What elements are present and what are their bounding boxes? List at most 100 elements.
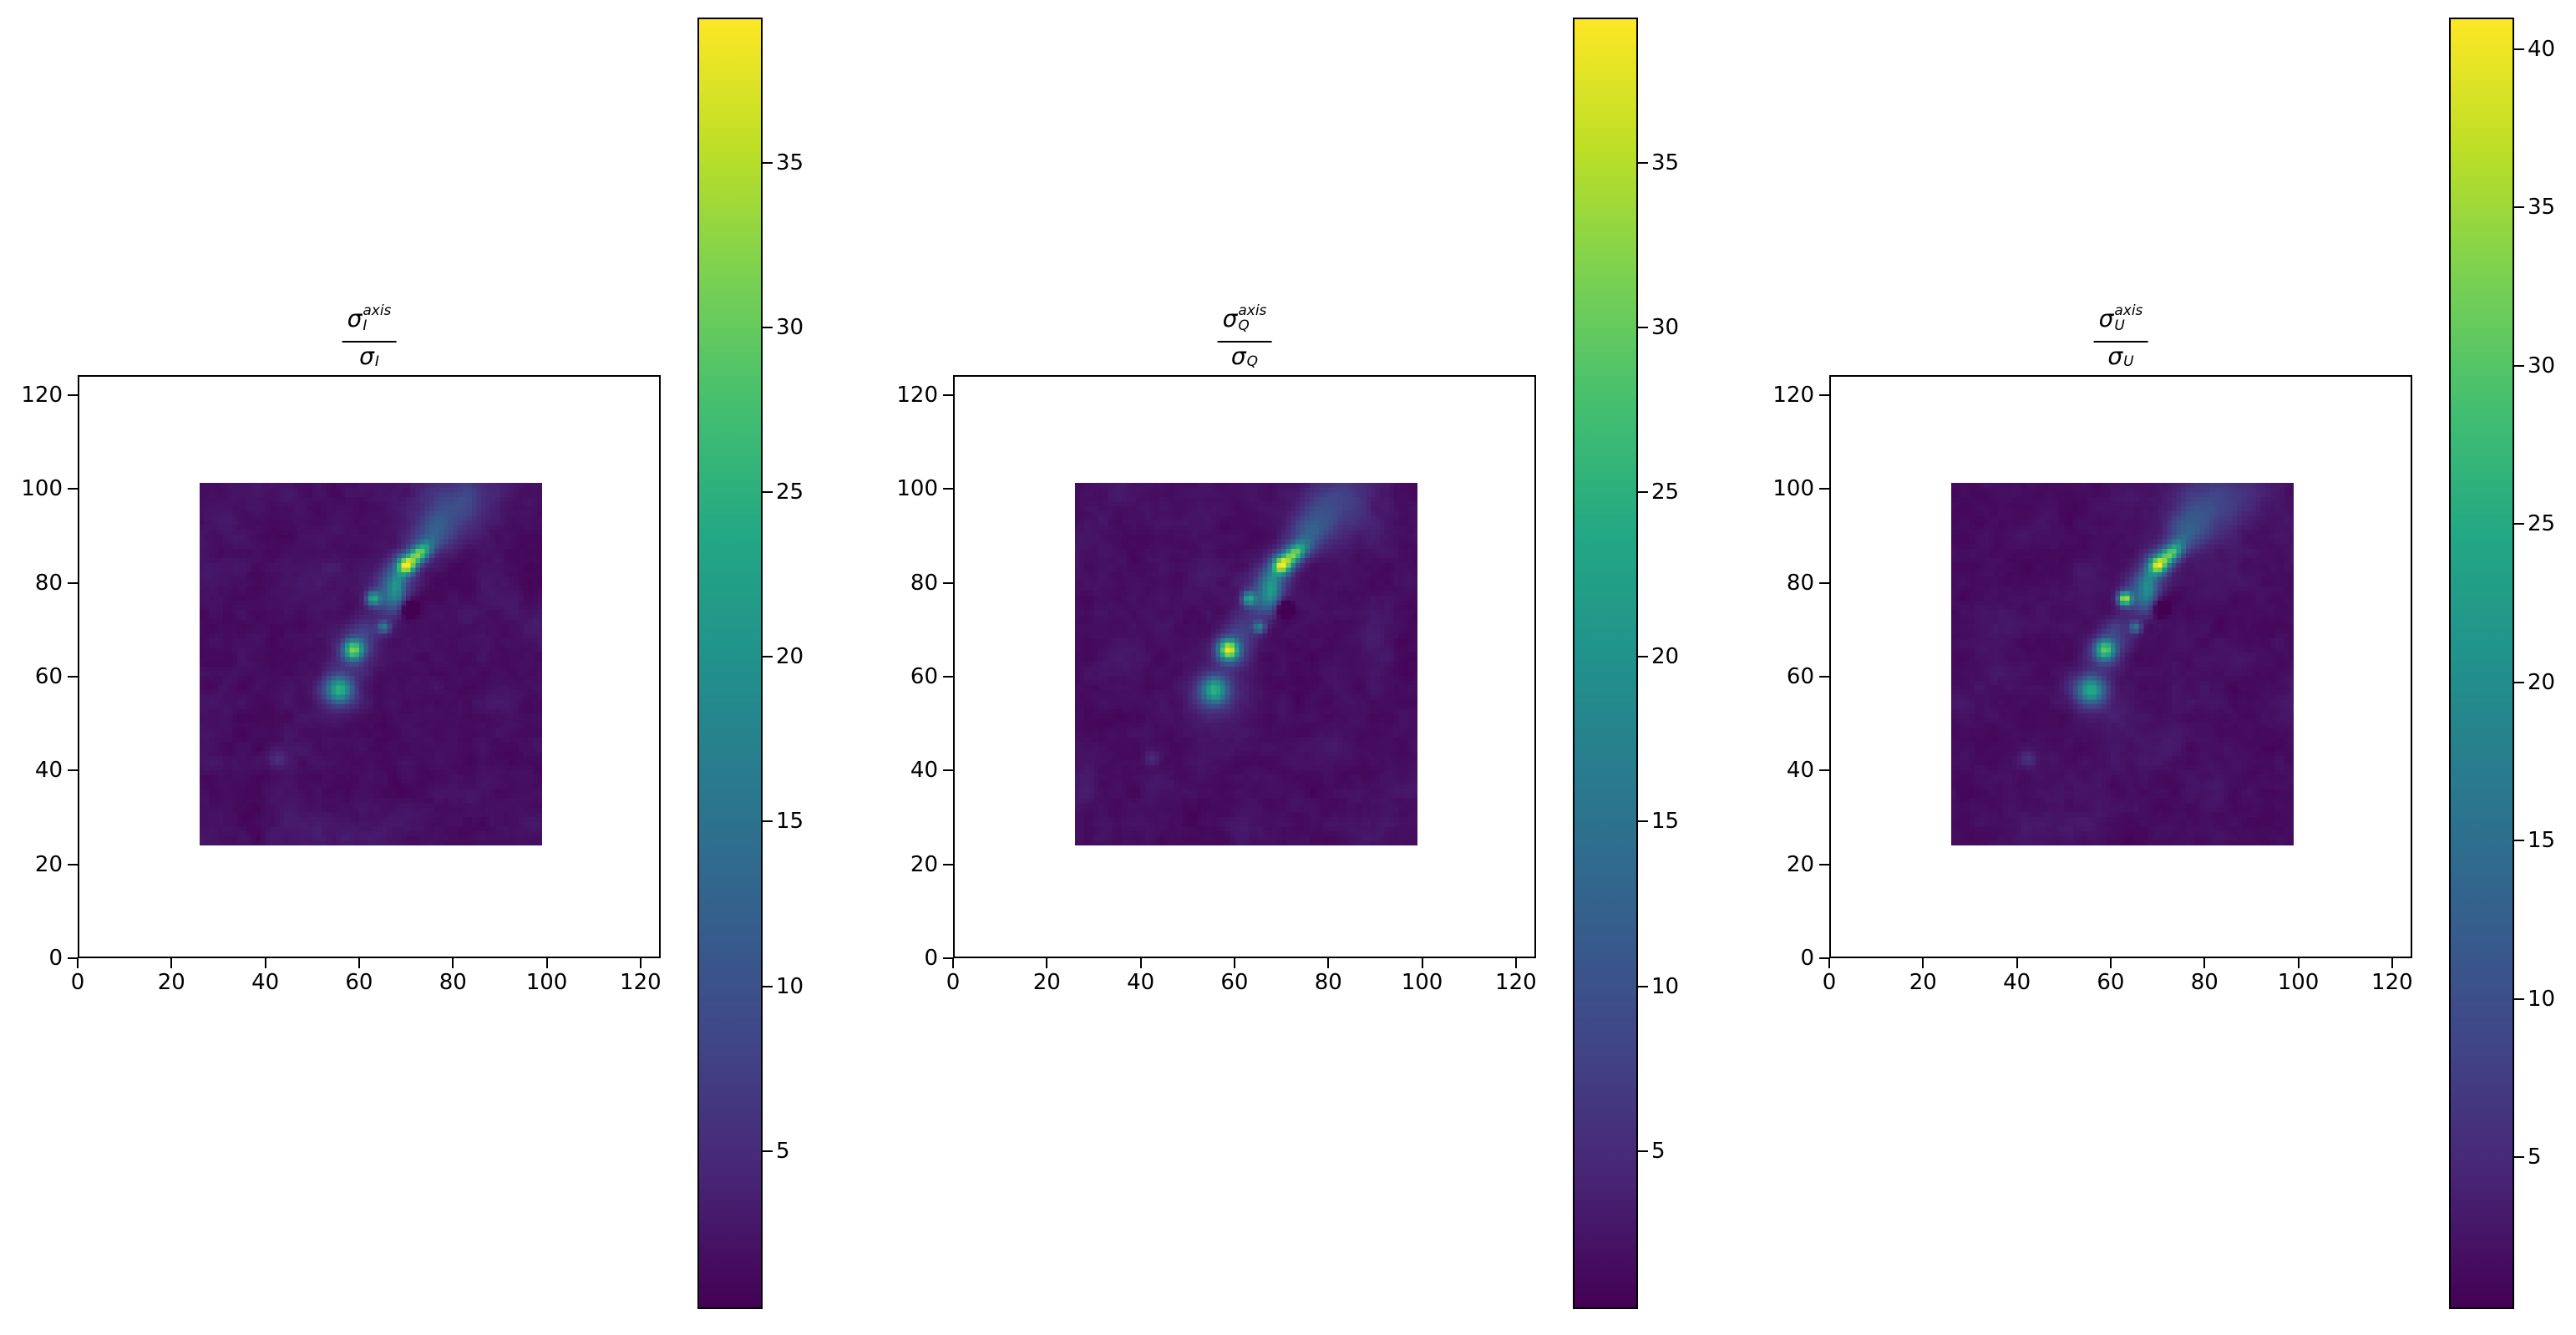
x-tick-label: 100 — [1401, 970, 1443, 995]
denominator-sigma: σ — [2107, 342, 2123, 370]
x-tick-label: 120 — [1495, 970, 1537, 995]
x-tick-label: 60 — [2097, 970, 2125, 995]
colorbar-tick-label: 10 — [776, 973, 804, 999]
x-tick-label: 0 — [1822, 970, 1837, 995]
denominator-subscript: U — [2123, 353, 2134, 370]
colorbar-tick-label: 35 — [776, 150, 804, 175]
colorbar-tick-mark — [763, 161, 773, 164]
colorbar-I — [697, 18, 763, 1309]
x-tick-label: 80 — [1314, 970, 1342, 995]
y-tick-mark — [1819, 957, 1829, 959]
x-tick-label: 20 — [1032, 970, 1061, 995]
denominator-sigma: σ — [359, 342, 374, 370]
x-tick-mark — [2391, 958, 2393, 968]
y-tick-label: 40 — [1786, 758, 1814, 784]
colorbar-tick-mark — [2514, 997, 2524, 1000]
y-tick-mark — [1819, 676, 1829, 678]
colorbar-tick-label: 5 — [1651, 1138, 1666, 1164]
y-tick-label: 20 — [910, 851, 938, 877]
y-tick-mark — [943, 957, 953, 959]
y-tick-label: 120 — [21, 383, 63, 409]
x-tick-mark — [1233, 958, 1235, 968]
colorbar-tick-label: 30 — [2528, 353, 2556, 378]
colorbar-tick-mark — [763, 1150, 773, 1152]
colorbar-tick-mark — [1638, 656, 1648, 658]
x-tick-label: 40 — [2003, 970, 2031, 995]
y-tick-label: 100 — [1772, 476, 1814, 502]
y-tick-label: 80 — [34, 570, 63, 596]
x-tick-label: 20 — [157, 970, 185, 995]
x-tick-mark — [1922, 958, 1924, 968]
colorbar-tick-mark — [1638, 490, 1648, 493]
x-tick-label: 20 — [1909, 970, 1937, 995]
numerator-scripts: axis Q — [1238, 303, 1266, 334]
y-tick-label: 0 — [48, 946, 63, 971]
fraction-bar — [342, 340, 397, 343]
colorbar-tick-mark — [1638, 985, 1648, 987]
colorbar-tick-label: 10 — [1651, 973, 1680, 999]
numerator-scripts: axis I — [363, 302, 392, 334]
x-tick-label: 0 — [946, 970, 961, 995]
y-tick-label: 120 — [896, 383, 938, 409]
colorbar-Q — [1573, 18, 1638, 1309]
colorbar-tick-mark — [2514, 1156, 2524, 1159]
y-tick-mark — [68, 769, 78, 772]
colorbar-tick-mark — [2514, 523, 2524, 525]
colorbar-tick-label: 35 — [2528, 195, 2556, 221]
colorbar-tick-label: 15 — [2528, 828, 2556, 854]
y-tick-mark — [68, 488, 78, 490]
numerator-superscript: axis — [363, 302, 392, 319]
colorbar-tick-mark — [2514, 364, 2524, 367]
colorbar-gradient — [1575, 19, 1636, 1307]
numerator-sigma: σ — [1222, 305, 1238, 332]
heatmap-canvas-I — [200, 483, 542, 846]
colorbar-tick-label: 20 — [1651, 644, 1680, 670]
y-tick-mark — [68, 676, 78, 678]
numerator-scripts: axis U — [2114, 303, 2142, 334]
y-tick-label: 40 — [34, 758, 63, 784]
x-tick-label: 120 — [620, 970, 662, 995]
colorbar-tick-mark — [1638, 1150, 1648, 1152]
x-tick-label: 40 — [1127, 970, 1155, 995]
colorbar-tick-mark — [1638, 326, 1648, 328]
colorbar-gradient — [2451, 19, 2513, 1307]
x-tick-label: 100 — [2277, 970, 2320, 995]
colorbar-tick-label: 40 — [2528, 36, 2556, 62]
y-tick-label: 40 — [910, 758, 938, 784]
x-tick-label: 120 — [2371, 970, 2413, 995]
colorbar-U — [2449, 18, 2514, 1309]
colorbar-tick-label: 15 — [776, 809, 804, 835]
colorbar-tick-label: 30 — [1651, 314, 1680, 340]
colorbar-tick-label: 25 — [2528, 511, 2556, 537]
y-tick-label: 0 — [924, 946, 938, 971]
x-tick-mark — [2109, 958, 2112, 968]
x-tick-label: 100 — [525, 970, 568, 995]
y-tick-mark — [1819, 581, 1829, 584]
x-tick-mark — [2297, 958, 2300, 968]
heatmap-canvas-Q — [1075, 483, 1417, 846]
x-tick-mark — [1139, 958, 1142, 968]
x-tick-label: 60 — [1220, 970, 1249, 995]
x-tick-mark — [952, 958, 954, 968]
y-tick-label: 120 — [1772, 383, 1814, 409]
x-tick-mark — [170, 958, 173, 968]
fraction-numerator: σ axis U — [2094, 303, 2148, 338]
y-tick-mark — [943, 394, 953, 397]
x-tick-mark — [1046, 958, 1048, 968]
y-tick-label: 60 — [1786, 664, 1814, 690]
x-tick-mark — [264, 958, 266, 968]
y-tick-mark — [68, 863, 78, 865]
y-tick-label: 60 — [910, 664, 938, 690]
y-tick-mark — [943, 581, 953, 584]
x-tick-mark — [639, 958, 641, 968]
numerator-subscript: I — [363, 317, 368, 334]
y-tick-label: 80 — [910, 570, 938, 596]
x-tick-label: 0 — [70, 970, 85, 995]
